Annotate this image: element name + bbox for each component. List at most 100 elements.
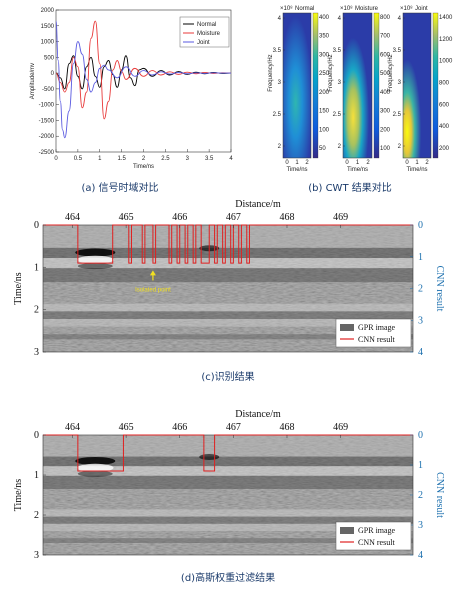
cwt-ytick-label: 4 — [338, 16, 342, 22]
xtick-label-a: 1.5 — [117, 156, 126, 162]
colorbar-tick-label: 800 — [439, 81, 450, 87]
gpr-reflection-band — [43, 475, 413, 489]
ytick-label-c: 0 — [34, 220, 39, 231]
cnn-result-line-c — [43, 224, 413, 264]
ytick-label-d: 3 — [34, 550, 39, 561]
ytick-right-label-d: 1 — [418, 460, 423, 471]
cwt-ytick-label: 2 — [278, 144, 282, 150]
gpr-reflection-band — [43, 268, 413, 283]
cwt-ytick-label: 3.5 — [273, 48, 282, 54]
series-line-joint — [56, 20, 231, 139]
ytick-right-label-c: 0 — [418, 220, 423, 231]
colorbar-tick-label: 400 — [439, 124, 450, 130]
series-line-normal — [56, 55, 231, 90]
xtick-label-c: 464 — [65, 212, 80, 223]
colorbar-tick-label: 600 — [439, 102, 450, 108]
gpr-reflection-band — [43, 247, 413, 259]
gpr-anomaly-dark — [77, 470, 113, 477]
legend-label-gpr: GPR image — [358, 323, 396, 332]
colorbar-tick-label: 200 — [319, 90, 330, 96]
legend-c — [335, 318, 412, 348]
cwt-ylabel: Frequency/Hz — [388, 54, 394, 91]
cwt-ylabel: Frequency/Hz — [328, 54, 334, 91]
cwt-heatmap-joint — [402, 12, 432, 159]
colorbar-tick-label: 350 — [319, 34, 330, 40]
colorbar-moisture — [373, 12, 380, 159]
cwt-ytick-label: 3.5 — [393, 48, 402, 54]
colorbar-tick-label: 300 — [380, 109, 391, 115]
gpr-reflection-band — [43, 435, 413, 457]
colorbar-normal — [312, 12, 319, 159]
xtick-label-a: 2.5 — [161, 156, 170, 162]
colorbar-tick-label: 150 — [319, 109, 330, 115]
ytick-label-d: 0 — [34, 430, 39, 441]
xlabel-c: Distance/m — [235, 199, 281, 210]
cwt-xlabel: Time/ns — [347, 167, 368, 173]
ytick-right-label-c: 3 — [418, 315, 423, 326]
colorbar-tick-label: 1400 — [439, 15, 453, 21]
ylabel-a: Amplitude/mv — [30, 63, 36, 99]
cwt-ytick-label: 2.5 — [273, 112, 282, 118]
cwt-xtick-label: 1 — [295, 160, 299, 166]
cwt-xlabel: Time/ns — [406, 167, 427, 173]
cwt-ytick-label: 3 — [398, 80, 402, 86]
gpr-anomaly-dark — [75, 457, 116, 465]
colorbar-tick-label: 1200 — [439, 37, 453, 43]
cwt-title-normal: Normal — [295, 6, 314, 12]
cwt-ytick-label: 3 — [338, 80, 342, 86]
cwt-title-prefix: ×10⁸ — [340, 5, 353, 12]
xtick-label-a: 4 — [229, 156, 233, 162]
legend-label-moisture: Moisture — [197, 31, 221, 37]
cwt-title-prefix: ×10⁸ — [400, 5, 413, 12]
xtick-label-d: 464 — [65, 422, 80, 433]
gpr-reflection-band — [43, 516, 413, 524]
cnn-result-line-d — [43, 434, 413, 472]
gpr-reflection-band — [43, 303, 413, 312]
ytick-right-label-d: 2 — [418, 490, 423, 501]
gpr-anomaly-dark — [77, 263, 113, 270]
cwt-xtick-label: 2 — [305, 160, 309, 166]
xtick-label-c: 466 — [172, 212, 187, 223]
ylabel-right-c: CNN result — [434, 266, 445, 312]
cwt-ytick-label: 4 — [278, 16, 282, 22]
gpr-anomaly-dark — [199, 454, 220, 460]
xtick-label-a: 3.5 — [205, 156, 214, 162]
cwt-xtick-label: 1 — [415, 160, 419, 166]
ytick-label-a: 0 — [51, 71, 55, 77]
colorbar-tick-label: 600 — [380, 52, 391, 58]
ytick-label-a: 2000 — [41, 8, 55, 14]
ytick-label-d: 2 — [34, 510, 39, 521]
colorbar-tick-label: 400 — [319, 15, 330, 21]
ytick-label-c: 1 — [34, 262, 39, 273]
gpr-anomaly-bright — [77, 255, 114, 264]
cwt-ytick-label: 3 — [278, 80, 282, 86]
legend-d — [335, 521, 412, 551]
gpr-reflection-band — [43, 334, 413, 340]
cwt-ytick-label: 3.5 — [333, 48, 342, 54]
gpr-reflection-band — [43, 311, 413, 319]
xtick-label-c: 468 — [279, 212, 294, 223]
cwt-xlabel: Time/ns — [286, 167, 307, 173]
gpr-reflection-band — [43, 523, 413, 531]
legend-label-gpr: GPR image — [358, 526, 396, 535]
ytick-right-label-c: 4 — [418, 347, 423, 358]
cwt-title-joint: Joint — [415, 6, 428, 12]
gpr-anomaly-dark — [75, 248, 116, 257]
colorbar-tick-label: 1000 — [439, 59, 453, 65]
gpr-reflection-band — [43, 509, 413, 517]
colorbar-tick-label: 400 — [380, 90, 391, 96]
xtick-label-a: 1 — [98, 156, 102, 162]
xtick-label-a: 3 — [186, 156, 190, 162]
legend-label-normal: Normal — [197, 22, 216, 28]
xtick-label-a: 0.5 — [74, 156, 83, 162]
caption-c: (c)识别结果 — [201, 370, 254, 383]
xtick-label-d: 467 — [226, 422, 241, 433]
gpr-reflection-band — [43, 318, 413, 327]
ylabel-d: Time/ns — [13, 479, 24, 512]
cwt-xtick-label: 2 — [425, 160, 429, 166]
xtick-label-a: 0 — [54, 156, 58, 162]
caption-a: (a) 信号时域对比 — [81, 181, 158, 194]
legend-swatch-gpr — [340, 324, 354, 331]
gpr-reflection-band — [43, 258, 413, 269]
